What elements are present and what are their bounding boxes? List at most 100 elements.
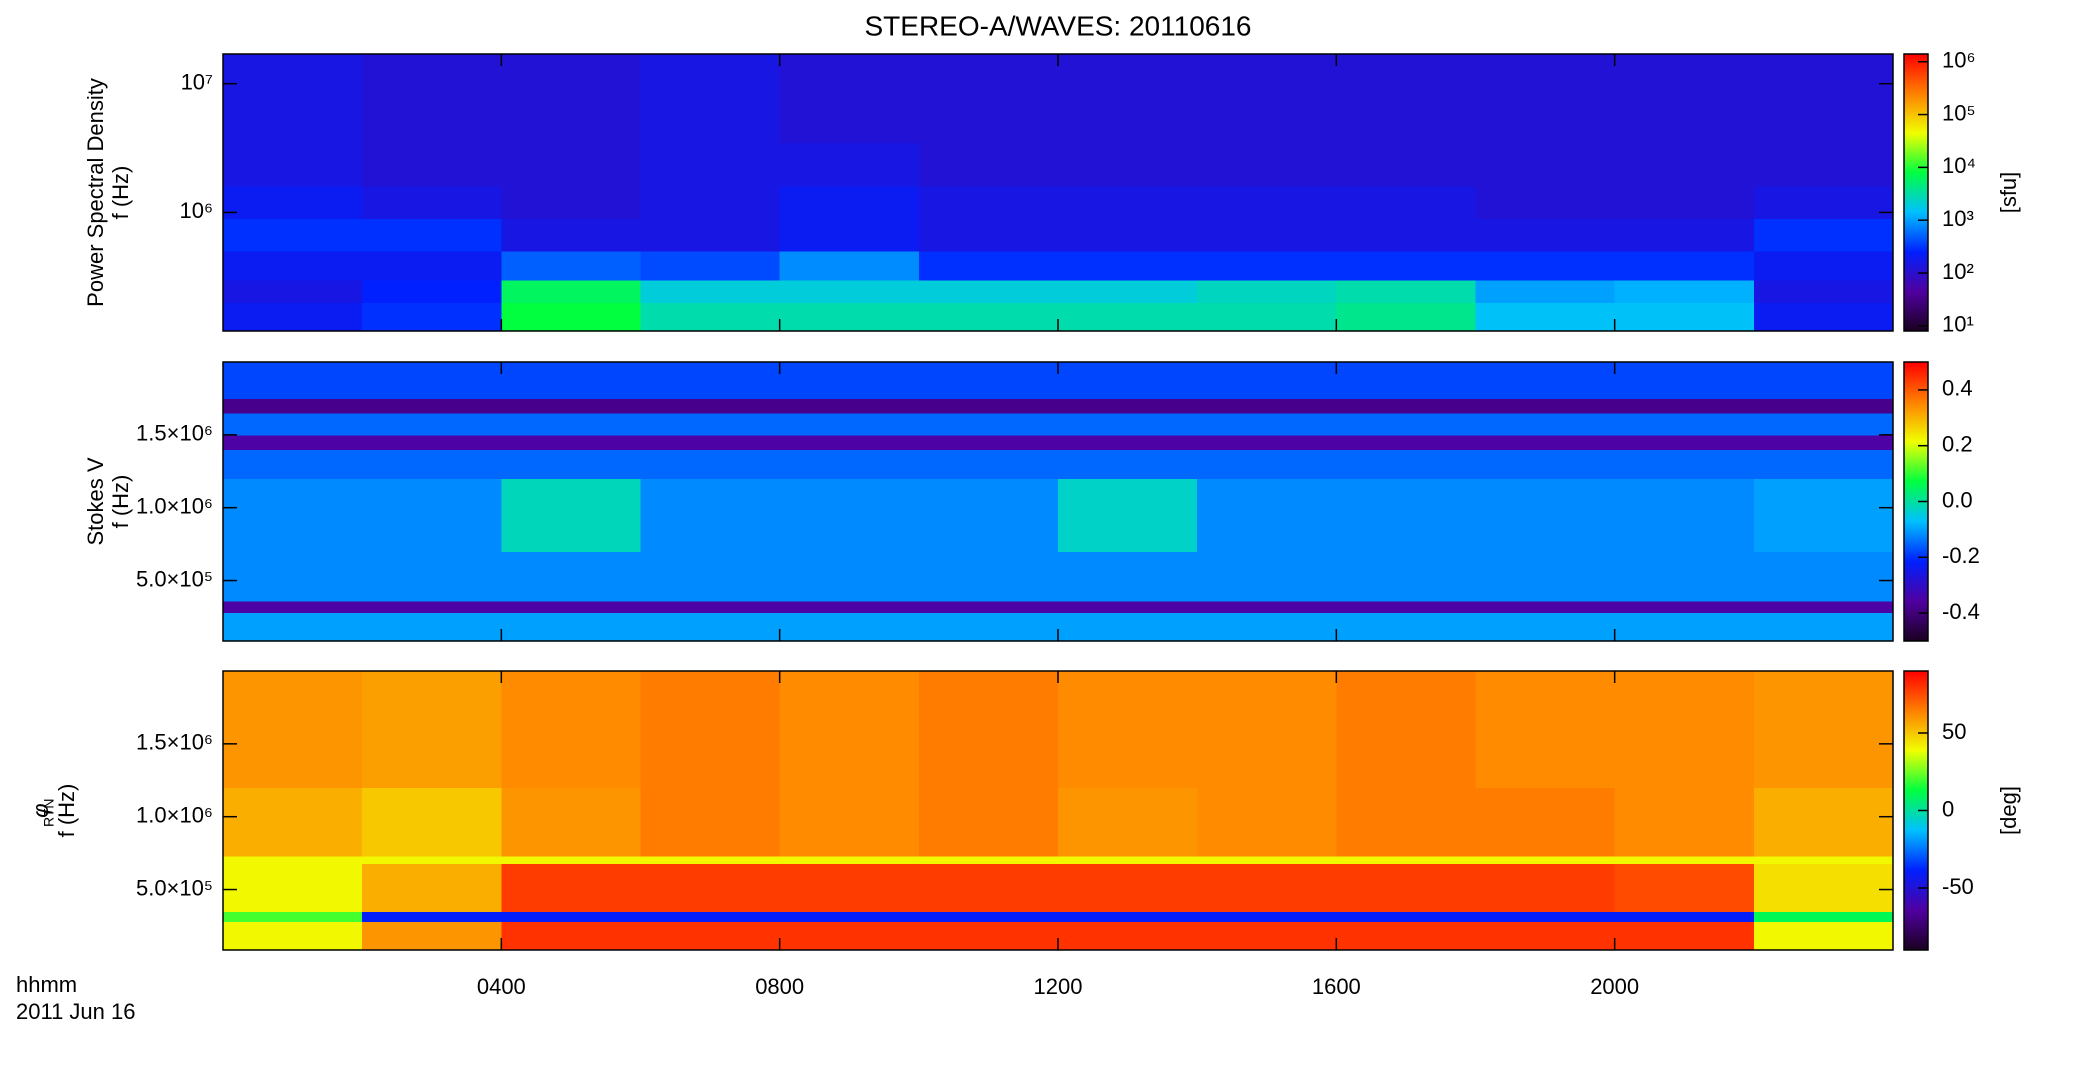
heatmap-cell	[501, 600, 641, 614]
heatmap-cell	[779, 103, 920, 143]
heatmap-cell	[1753, 551, 1894, 602]
heatmap-cell	[1475, 856, 1616, 864]
y-axis-label-subscript: RTN	[41, 799, 57, 828]
heatmap-cell	[1058, 921, 1198, 951]
heatmap-cell	[1058, 600, 1198, 614]
colorbar-label: [deg]	[1996, 786, 2021, 835]
heatmap-cell	[918, 279, 1059, 303]
heatmap-cell	[223, 54, 363, 105]
heatmap-cell	[918, 218, 1059, 252]
heatmap-cell	[1753, 863, 1894, 912]
colorbar-tick-label: -0.4	[1942, 599, 1980, 624]
heatmap-cell	[1197, 612, 1337, 642]
heatmap-cell	[501, 186, 641, 219]
heatmap-cell	[1197, 671, 1337, 789]
colorbar-tick-label: -0.2	[1942, 543, 1980, 568]
heatmap-cell	[1614, 362, 1755, 399]
heatmap-cell	[1336, 398, 1476, 414]
heatmap-cell	[362, 251, 502, 281]
heatmap-cell	[1753, 362, 1894, 399]
heatmap-cell	[362, 412, 502, 436]
heatmap-cell	[1753, 398, 1894, 414]
heatmap-cell	[1475, 142, 1616, 187]
heatmap-cell	[779, 434, 920, 450]
heatmap-cell	[779, 186, 920, 219]
heatmap-cell	[1753, 142, 1894, 187]
y-tick-label: 1.5×10⁶	[136, 730, 213, 755]
heatmap-cell	[918, 856, 1059, 864]
heatmap-cell	[223, 362, 363, 399]
heatmap-cell	[779, 362, 920, 399]
heatmap-cell	[223, 434, 363, 450]
heatmap-cell	[1475, 54, 1616, 105]
heatmap-cell	[1753, 302, 1894, 332]
x-tick-label: 1600	[1312, 974, 1361, 999]
heatmap-cell	[1614, 218, 1755, 252]
heatmap-cell	[223, 251, 363, 281]
heatmap-cell	[1336, 478, 1476, 552]
heatmap-cell	[223, 186, 363, 219]
heatmap-cell	[362, 671, 502, 789]
x-tick-label: 1200	[1034, 974, 1083, 999]
heatmap-cell	[223, 671, 363, 789]
heatmap-cell	[1197, 551, 1337, 602]
heatmap-cell	[1753, 251, 1894, 281]
heatmap-cell	[779, 856, 920, 864]
heatmap-cell	[223, 856, 363, 864]
heatmap-cell	[918, 412, 1059, 436]
heatmap-cell	[501, 434, 641, 450]
heatmap-cell	[1475, 218, 1616, 252]
heatmap-cell	[640, 412, 781, 436]
heatmap-cell	[1197, 449, 1337, 480]
heatmap-cell	[918, 921, 1059, 951]
heatmap-cell	[1614, 921, 1755, 951]
heatmap-cell	[640, 362, 781, 399]
heatmap-cell	[1475, 449, 1616, 480]
heatmap-cell	[362, 921, 502, 951]
heatmap-cell	[362, 551, 502, 602]
colorbar-tick-label: 10²	[1942, 259, 1974, 284]
heatmap-cell	[779, 142, 920, 187]
heatmap-cell	[1058, 398, 1198, 414]
colorbar-tick-label: 0.0	[1942, 487, 1973, 512]
heatmap-cell	[779, 54, 920, 105]
heatmap-cell	[1475, 787, 1616, 857]
heatmap-cell	[223, 449, 363, 480]
heatmap-cell	[779, 449, 920, 480]
heatmap-cell	[1197, 251, 1337, 281]
heatmap-cell	[362, 911, 502, 923]
heatmap-cell	[1197, 911, 1337, 923]
heatmap-cell	[1753, 600, 1894, 614]
heatmap-cell	[779, 302, 920, 332]
heatmap-cell	[779, 218, 920, 252]
heatmap-cell	[362, 612, 502, 642]
heatmap-cell	[779, 551, 920, 602]
heatmap-cell	[779, 251, 920, 281]
heatmap-cell	[1197, 412, 1337, 436]
heatmap-cell	[1475, 600, 1616, 614]
heatmap-cell	[918, 398, 1059, 414]
heatmap-cell	[1336, 434, 1476, 450]
heatmap-cell	[640, 186, 781, 219]
heatmap-cell	[1753, 186, 1894, 219]
heatmap-cell	[640, 434, 781, 450]
colorbar-tick-label: 10¹	[1942, 312, 1974, 337]
heatmap	[223, 671, 1894, 951]
heatmap-cell	[918, 434, 1059, 450]
y-axis-label: Power Spectral Density	[83, 78, 108, 307]
heatmap-cell	[362, 142, 502, 187]
heatmap	[223, 54, 1894, 332]
heatmap-cell	[1197, 103, 1337, 143]
heatmap-cell	[1475, 921, 1616, 951]
heatmap-cell	[1058, 218, 1198, 252]
heatmap-cell	[1336, 103, 1476, 143]
heatmap-cell	[1336, 279, 1476, 303]
heatmap-cell	[1753, 911, 1894, 923]
heatmap-cell	[1058, 251, 1198, 281]
heatmap-cell	[1197, 186, 1337, 219]
heatmap-cell	[223, 478, 363, 552]
heatmap-cell	[640, 218, 781, 252]
heatmap-cell	[1058, 863, 1198, 912]
colorbar-tick-label: 10⁶	[1942, 48, 1976, 73]
heatmap-cell	[779, 671, 920, 789]
